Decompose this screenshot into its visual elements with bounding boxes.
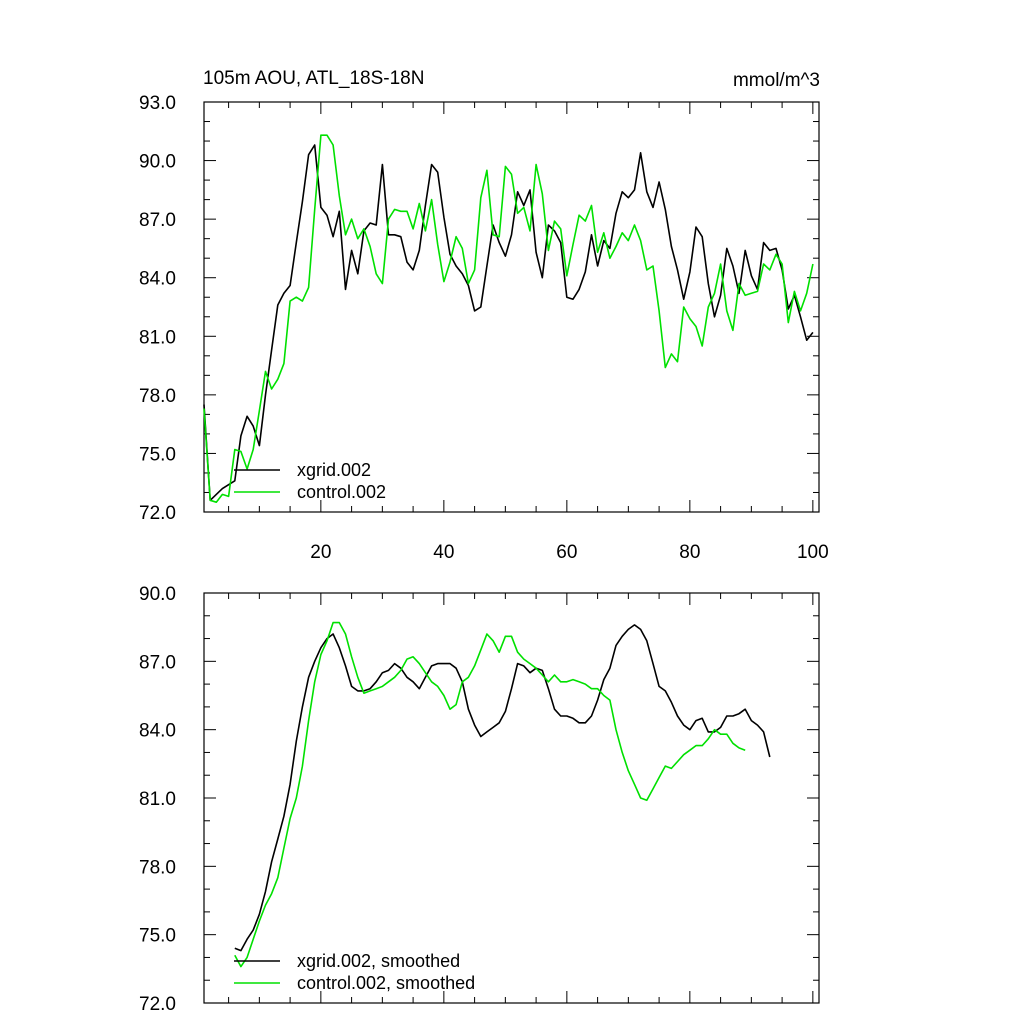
series-lines — [203, 134, 814, 504]
y-tick-label: 87.0 — [139, 652, 176, 673]
series-line-control — [234, 621, 746, 968]
legend-label-control-smoothed: control.002, smoothed — [297, 973, 475, 993]
x-axis: 20 40 60 80 100 — [228, 102, 829, 563]
y-tick-label: 84.0 — [139, 269, 176, 290]
bottom-panel: 72.0 75.0 78.0 81.0 84.0 87.0 90.0 xgrid.002, … — [139, 584, 820, 1015]
legend-label-xgrid-smoothed: xgrid.002, smoothed — [297, 951, 460, 971]
y-tick-label: 78.0 — [139, 386, 176, 407]
series-line-xgrid — [234, 624, 771, 952]
legend-label-xgrid: xgrid.002 — [297, 460, 371, 480]
series-line-xgrid — [203, 144, 814, 502]
y-tick-label: 72.0 — [139, 503, 176, 524]
x-tick-label: 60 — [556, 542, 577, 563]
y-tick-label: 90.0 — [139, 152, 176, 173]
series-line-control — [203, 134, 814, 504]
y-axis: 72.0 75.0 78.0 81.0 84.0 87.0 90.0 — [139, 584, 819, 1015]
y-tick-label: 81.0 — [139, 327, 176, 348]
legend: xgrid.002 control.002 — [234, 460, 386, 502]
chart-title: 105m AOU, ATL_18S-18N — [203, 68, 424, 89]
y-tick-label: 75.0 — [139, 926, 176, 947]
y-tick-label: 93.0 — [139, 93, 176, 114]
y-tick-label: 87.0 — [139, 210, 176, 231]
x-tick-label: 80 — [679, 542, 700, 563]
units-label: mmol/m^3 — [733, 70, 820, 91]
legend: xgrid.002, smoothed control.002, smoothe… — [234, 951, 475, 993]
top-panel: 105m AOU, ATL_18S-18N mmol/m^3 20 40 60 80 1… — [139, 68, 829, 563]
x-tick-label: 100 — [797, 542, 829, 563]
x-tick-label: 40 — [433, 542, 454, 563]
y-tick-label: 75.0 — [139, 444, 176, 465]
y-tick-label: 84.0 — [139, 721, 176, 742]
y-axis: 72.0 75.0 78.0 81.0 84.0 87.0 90.0 93.0 — [139, 93, 819, 524]
x-axis — [228, 593, 814, 1003]
plot-frame — [203, 101, 820, 513]
x-tick-label: 20 — [310, 542, 331, 563]
y-tick-label: 72.0 — [139, 994, 176, 1015]
legend-label-control: control.002 — [297, 482, 386, 502]
series-lines — [234, 621, 771, 968]
y-tick-label: 78.0 — [139, 857, 176, 878]
y-tick-label: 90.0 — [139, 584, 176, 605]
y-tick-label: 81.0 — [139, 789, 176, 810]
